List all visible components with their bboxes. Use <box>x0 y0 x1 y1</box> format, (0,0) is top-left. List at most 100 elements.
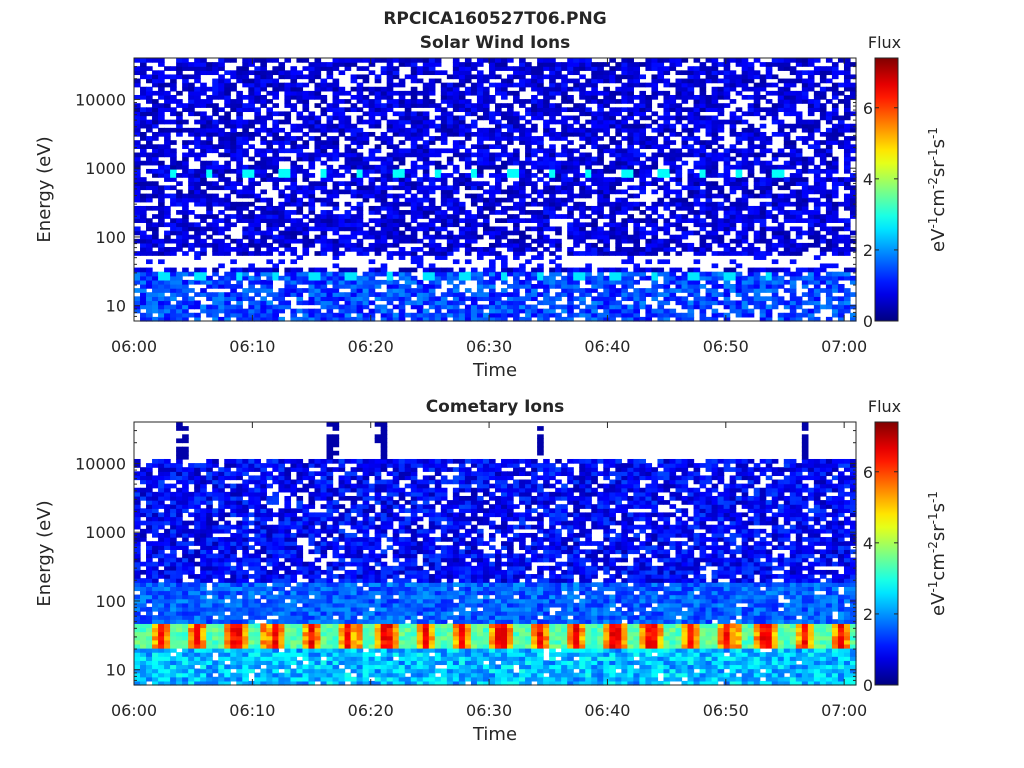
heatmap-cell <box>795 210 803 215</box>
heatmap-cell <box>801 164 809 170</box>
heatmap-cell <box>314 267 322 273</box>
heatmap-cell <box>585 288 592 293</box>
heatmap-cell <box>603 115 610 121</box>
heatmap-cell <box>476 140 484 145</box>
heatmap-cell <box>176 181 183 186</box>
heatmap-cell <box>699 242 707 248</box>
heatmap-cell <box>404 288 412 293</box>
heatmap-cell <box>356 99 364 104</box>
heatmap-cell <box>735 308 743 314</box>
heatmap-cell <box>296 94 304 100</box>
heatmap-cell <box>398 123 406 129</box>
heatmap-cell <box>254 251 261 256</box>
heatmap-cell <box>789 70 797 76</box>
heatmap-cell <box>410 119 418 125</box>
heatmap-cell <box>416 238 424 244</box>
heatmap-cell <box>482 148 490 154</box>
heatmap-cell <box>446 197 454 203</box>
heatmap-cell <box>549 66 556 71</box>
heatmap-cell <box>404 210 412 215</box>
heatmap-cell <box>464 312 472 318</box>
heatmap-cell <box>753 144 761 150</box>
heatmap-cell <box>404 185 412 191</box>
heatmap-cell <box>416 136 424 141</box>
heatmap-cell <box>176 284 183 289</box>
heatmap-cell <box>206 226 213 232</box>
heatmap-cell <box>422 288 430 293</box>
heatmap-cell <box>476 74 484 80</box>
heatmap-cell <box>482 111 490 117</box>
heatmap-cell <box>681 82 689 88</box>
heatmap-cell <box>248 123 255 129</box>
heatmap-cell <box>158 259 165 265</box>
heatmap-cell <box>507 103 514 108</box>
heatmap-cell <box>284 197 292 203</box>
heatmap-cell <box>278 304 286 310</box>
heatmap-cell <box>410 62 418 67</box>
heatmap-cell <box>140 312 147 318</box>
heatmap-cell <box>398 238 406 244</box>
heatmap-cell <box>260 214 267 219</box>
heatmap-cell <box>182 288 189 293</box>
heatmap-cell <box>531 148 538 154</box>
heatmap-cell <box>531 275 538 281</box>
heatmap-cell <box>729 156 737 162</box>
heatmap-cell <box>549 58 556 63</box>
heatmap-cell <box>392 66 400 71</box>
heatmap-cell <box>705 242 713 248</box>
heatmap-cell <box>579 58 586 63</box>
heatmap-cell <box>789 140 797 145</box>
heatmap-cell <box>434 173 442 178</box>
heatmap-cell <box>332 103 340 108</box>
heatmap-cell <box>404 148 412 154</box>
heatmap-cell <box>771 58 779 63</box>
heatmap-cell <box>146 312 153 318</box>
heatmap-cell <box>212 185 219 191</box>
heatmap-cell <box>482 127 490 133</box>
heatmap-cell <box>338 181 346 186</box>
heatmap-cell <box>711 160 719 166</box>
heatmap-cell <box>759 251 767 256</box>
heatmap-cell <box>771 271 779 277</box>
heatmap-cell <box>476 173 484 178</box>
heatmap-cell <box>603 90 610 96</box>
heatmap-cell <box>158 279 165 285</box>
heatmap-cell <box>747 267 755 273</box>
heatmap-cell <box>711 181 719 186</box>
heatmap-cell <box>741 279 749 285</box>
heatmap-cell <box>470 214 478 219</box>
heatmap-cell <box>561 177 568 182</box>
heatmap-cell <box>326 300 334 306</box>
heatmap-cell <box>675 205 683 211</box>
heatmap-cell <box>152 292 159 297</box>
heatmap-cell <box>464 251 472 256</box>
heatmap-cell <box>338 189 346 195</box>
heatmap-cell <box>513 205 520 211</box>
heatmap-cell <box>741 222 749 228</box>
heatmap-cell <box>567 247 574 252</box>
heatmap-cell <box>789 177 797 182</box>
heatmap-cell <box>501 304 508 310</box>
heatmap-cell <box>621 259 628 265</box>
heatmap-cell <box>693 111 701 117</box>
heatmap-cell <box>801 210 809 215</box>
heatmap-cell <box>681 279 689 285</box>
heatmap-cell <box>212 312 219 318</box>
heatmap-cell <box>326 164 334 170</box>
heatmap-cell <box>807 312 815 318</box>
heatmap-cell <box>446 115 454 121</box>
heatmap-cell <box>182 210 189 215</box>
heatmap-cell <box>795 111 803 117</box>
heatmap-cell <box>434 226 442 232</box>
heatmap-cell <box>615 160 622 166</box>
heatmap-cell <box>362 189 370 195</box>
heatmap-cell <box>272 177 279 182</box>
heatmap-cell <box>783 230 791 236</box>
heatmap-cell <box>627 70 634 76</box>
heatmap-cell <box>519 218 526 223</box>
heatmap-cell <box>410 201 418 207</box>
heatmap-cell <box>176 279 183 285</box>
heatmap-cell <box>290 74 298 80</box>
heatmap-cell <box>152 103 159 108</box>
heatmap-cell <box>368 156 376 162</box>
